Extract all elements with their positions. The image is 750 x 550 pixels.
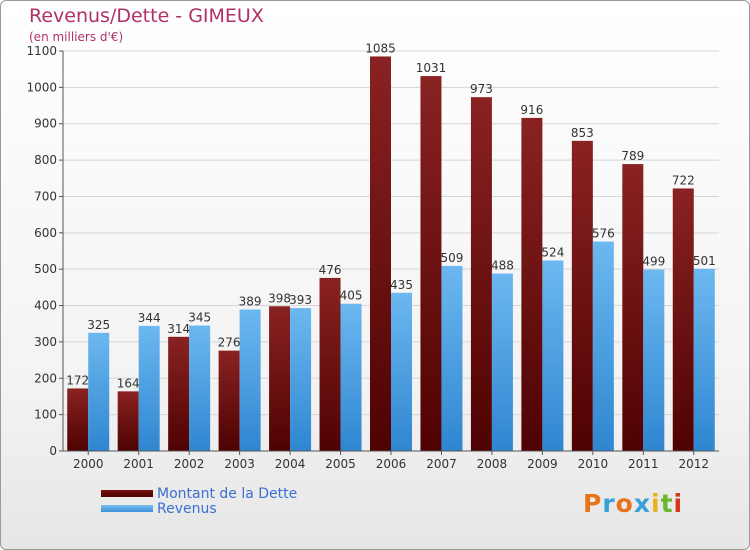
bar-revenue <box>693 268 715 451</box>
bar-revenue <box>542 260 564 451</box>
legend-swatch-revenue <box>101 505 153 512</box>
bar-revenue <box>340 303 362 451</box>
x-tick-label: 2010 <box>578 457 609 471</box>
bar-debt <box>420 76 442 451</box>
x-tick-label: 2005 <box>325 457 356 471</box>
x-tick-label: 2007 <box>426 457 457 471</box>
data-label-debt: 276 <box>218 336 241 350</box>
legend-item-revenue: Revenus <box>101 500 297 517</box>
data-label-debt: 172 <box>66 373 89 387</box>
proxiti-logo: Proxiti <box>583 489 683 518</box>
x-tick-label: 2003 <box>224 457 255 471</box>
legend-swatch-debt <box>101 490 153 497</box>
legend-label-debt: Montant de la Dette <box>157 485 298 502</box>
x-tick-label: 2004 <box>275 457 306 471</box>
data-label-debt: 789 <box>621 149 644 163</box>
bar-debt <box>168 336 190 451</box>
bar-revenue <box>491 273 513 451</box>
y-tick-label: 0 <box>49 444 57 458</box>
data-label-debt: 973 <box>470 82 493 96</box>
logo-letter: i <box>651 489 661 518</box>
y-tick-label: 100 <box>34 408 57 422</box>
bar-revenue <box>643 269 665 451</box>
data-label-revenue: 576 <box>592 227 615 241</box>
data-label-revenue: 325 <box>87 318 110 332</box>
x-tick-label: 2000 <box>73 457 104 471</box>
logo-letter: x <box>633 489 651 518</box>
x-tick-label: 2008 <box>477 457 508 471</box>
data-label-revenue: 389 <box>239 295 262 309</box>
y-tick-label: 900 <box>34 117 57 131</box>
bar-revenue <box>290 308 312 451</box>
x-tick-label: 2001 <box>123 457 154 471</box>
bar-revenue <box>239 309 261 451</box>
y-tick-label: 1100 <box>26 44 57 58</box>
x-tick-label: 2009 <box>527 457 558 471</box>
data-label-debt: 398 <box>268 291 291 305</box>
y-tick-label: 400 <box>34 299 57 313</box>
x-tick-label: 2006 <box>376 457 407 471</box>
data-label-revenue: 499 <box>642 255 665 269</box>
y-tick-label: 600 <box>34 226 57 240</box>
bar-debt <box>571 140 593 451</box>
legend-item-debt: Montant de la Dette <box>101 485 298 502</box>
bar-debt <box>319 277 341 451</box>
bar-revenue <box>441 265 463 451</box>
data-label-debt: 314 <box>167 322 190 336</box>
data-label-revenue: 435 <box>390 278 413 292</box>
bar-debt <box>117 391 139 451</box>
data-label-debt: 916 <box>520 103 543 117</box>
x-tick-label: 2002 <box>174 457 205 471</box>
bar-revenue <box>88 332 110 451</box>
y-tick-label: 1000 <box>26 80 57 94</box>
data-label-debt: 164 <box>117 376 140 390</box>
bar-debt <box>370 56 391 452</box>
x-tick-label: 2012 <box>678 457 709 471</box>
bar-debt <box>622 164 644 451</box>
logo-letter: r <box>602 489 616 518</box>
bar-debt <box>470 97 492 451</box>
bar-debt <box>218 350 240 451</box>
data-label-revenue: 501 <box>693 254 716 268</box>
bar-debt <box>672 188 694 452</box>
data-label-debt: 853 <box>571 126 594 140</box>
y-tick-label: 300 <box>34 335 57 349</box>
data-label-debt: 722 <box>672 173 695 187</box>
bar-revenue <box>189 325 211 451</box>
chart-subtitle: (en milliers d'€) <box>29 30 124 44</box>
data-label-debt: 1031 <box>416 61 447 75</box>
chart-title: Revenus/Dette - GIMEUX <box>29 5 264 27</box>
y-tick-label: 800 <box>34 153 57 167</box>
logo-letter: o <box>615 489 634 518</box>
data-label-revenue: 488 <box>491 259 514 273</box>
bar-revenue <box>138 325 160 451</box>
logo-letter: t <box>660 489 674 518</box>
legend: Montant de la Dette Revenus <box>101 485 298 517</box>
bar-debt <box>67 388 89 451</box>
bar-debt <box>521 117 543 451</box>
data-label-revenue: 393 <box>289 293 312 307</box>
data-label-revenue: 344 <box>138 311 161 325</box>
legend-label-revenue: Revenus <box>157 500 217 517</box>
data-label-revenue: 345 <box>188 311 211 325</box>
data-label-revenue: 524 <box>541 245 564 259</box>
y-tick-label: 700 <box>34 189 57 203</box>
data-label-debt: 476 <box>319 263 342 277</box>
logo-letter: i <box>673 489 684 518</box>
data-label-revenue: 509 <box>441 251 464 265</box>
y-tick-label: 500 <box>34 262 57 276</box>
x-tick-label: 2011 <box>628 457 659 471</box>
bar-revenue <box>391 292 412 451</box>
data-label-debt: 1085 <box>365 41 396 55</box>
bar-debt <box>269 306 291 451</box>
y-tick-label: 200 <box>34 371 57 385</box>
bar-revenue <box>592 241 614 451</box>
logo-letter: P <box>583 489 603 518</box>
data-label-revenue: 405 <box>340 289 363 303</box>
